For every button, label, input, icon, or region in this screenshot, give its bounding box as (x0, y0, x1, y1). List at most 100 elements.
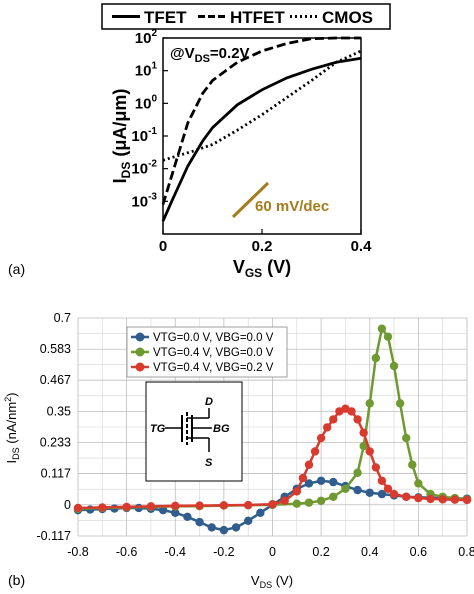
series-2-point (329, 492, 338, 501)
panel-b-y-tick-label: 0.7 (54, 311, 71, 325)
panel-a-annotation: @VDS=0.2V (170, 45, 250, 65)
series-3-point (371, 463, 381, 472)
series-3-point (450, 495, 460, 504)
panel-b-label: (b) (8, 572, 25, 588)
series-1-point (231, 523, 241, 532)
series-3-point (98, 503, 107, 512)
series-3-point (389, 489, 399, 499)
series-3-point (347, 407, 356, 416)
legend-marker-series-2 (135, 347, 145, 357)
series-2-point (365, 399, 374, 408)
legend-label-htfet: HTFET (230, 8, 285, 27)
panel-b-y-tick-label: 0.583 (40, 342, 71, 356)
series-3-point (268, 500, 277, 509)
panel-b-y-label: IDS (nA/nm2) (3, 392, 21, 463)
legend-label-series-3: VTG=0.4 V, VBG=0.2 V (153, 362, 274, 374)
legend-item-series-1: VTG=0.0 V, VBG=0.0 V (131, 332, 274, 344)
panel-a-x-ticks: 0 0.2 0.4 (159, 229, 372, 255)
panel-a-y-tick-label: 10-1 (131, 126, 157, 145)
panel-b-y-tick-label: 0 (64, 498, 71, 512)
inset-label-s: S (205, 457, 213, 469)
panel-b-x-tick-label: -0.8 (67, 545, 89, 559)
series-1-point (377, 489, 387, 499)
panel-b-y-tick-label: 0.233 (40, 436, 71, 450)
series-3-point (365, 447, 374, 456)
legend-label-series-2: VTG=0.4 V, VBG=0.0 V (153, 347, 274, 359)
series-1-point (171, 508, 180, 517)
panel-b-x-tick-label: -0.4 (164, 545, 186, 559)
inset-label-bg: BG (213, 423, 230, 435)
series-3-point (298, 473, 308, 483)
series-1-point (304, 479, 314, 488)
series-3-point (122, 502, 131, 512)
panel-a-label: (a) (8, 261, 25, 277)
series-line-cmos (162, 49, 362, 162)
panel-a-legend-box (101, 3, 391, 30)
series-3-point (329, 415, 338, 424)
panel-b-x-tick-label: 0.6 (410, 545, 427, 559)
series-3-point (402, 492, 411, 501)
series-1-point (207, 523, 216, 532)
panel-b-x-label: VDS (V) (251, 573, 293, 590)
series-1-point (256, 508, 265, 517)
panel-b-x-tick-label: -0.6 (116, 545, 138, 559)
panel-b-x-tick-label: -0.2 (213, 545, 235, 559)
series-2-point (408, 460, 417, 469)
series-1-point (183, 512, 192, 521)
panel-a-y-tick-label: 102 (135, 28, 158, 47)
legend-label-series-1: VTG=0.0 V, VBG=0.0 V (153, 332, 274, 344)
series-3-point (426, 494, 435, 504)
series-2-point (359, 441, 368, 451)
series-3-point (171, 501, 180, 511)
legend-item-series-3: VTG=0.4 V, VBG=0.2 V (131, 362, 274, 374)
series-3-point (280, 496, 289, 505)
series-3-point (353, 415, 362, 424)
series-3-point (243, 500, 253, 510)
panel-b-y-tick-label: 0.117 (41, 467, 71, 481)
series-2-point (402, 433, 411, 443)
legend-label-tfet: TFET (144, 8, 187, 27)
slope-line (231, 181, 270, 219)
series-2-point (389, 361, 399, 371)
panel-b-y-ticks: -0.117 0 0.117 0.233 0.35 0.467 0.583 0.7 (36, 311, 71, 543)
panel-a-x-tick-label: 0.4 (351, 238, 373, 255)
series-2-point (292, 499, 302, 508)
series-1-point (329, 477, 338, 487)
series-2-point (395, 399, 405, 408)
series-2-point (341, 484, 350, 493)
panel-b: -0.117 0 0.117 0.233 0.35 0.467 0.583 0.7 -0.8 -… (3, 311, 474, 590)
panel-b-y-tick-label: 0.35 (47, 404, 71, 418)
series-3-point (292, 487, 302, 496)
panel-a-x-tick-label: 0 (159, 238, 167, 255)
panel-a-y-tick-label: 101 (135, 61, 158, 80)
series-3-point (73, 503, 83, 513)
transistor-inset: TG D BG S (145, 381, 243, 482)
panel-a-y-ticks: 10-3 10-2 10-1 100 101 102 (131, 28, 168, 210)
series-1-point (219, 525, 229, 535)
panel-b-x-tick-label: 0.8 (458, 545, 474, 559)
series-3-point (377, 476, 387, 485)
panel-b-x-tick-label: 0.4 (361, 545, 378, 559)
series-1-point (353, 485, 362, 495)
slope-label: 60 mV/dec (255, 198, 329, 215)
panel-b-x-tick-label: 0.2 (312, 545, 329, 559)
series-2-point (371, 353, 381, 363)
series-3-point (359, 428, 368, 437)
series-3-point (310, 447, 320, 456)
series-2-point (353, 468, 362, 477)
panel-b-legend-box (126, 326, 288, 378)
panel-b-y-tick-label: 0.467 (40, 373, 71, 387)
panel-b-y-tick-label: -0.117 (36, 529, 71, 543)
series-2-point (304, 498, 314, 507)
legend-item-series-2: VTG=0.4 V, VBG=0.0 V (131, 347, 274, 359)
series-1-point (158, 505, 168, 515)
series-1-point (316, 476, 326, 485)
inset-box (145, 381, 243, 482)
panel-a-x-label: VGS (V) (233, 257, 291, 280)
inset-label-d: D (205, 396, 213, 408)
series-3-point (146, 502, 156, 511)
series-3-point (316, 433, 326, 443)
panel-a-series (161, 36, 362, 222)
inset-label-tg: TG (150, 423, 166, 435)
